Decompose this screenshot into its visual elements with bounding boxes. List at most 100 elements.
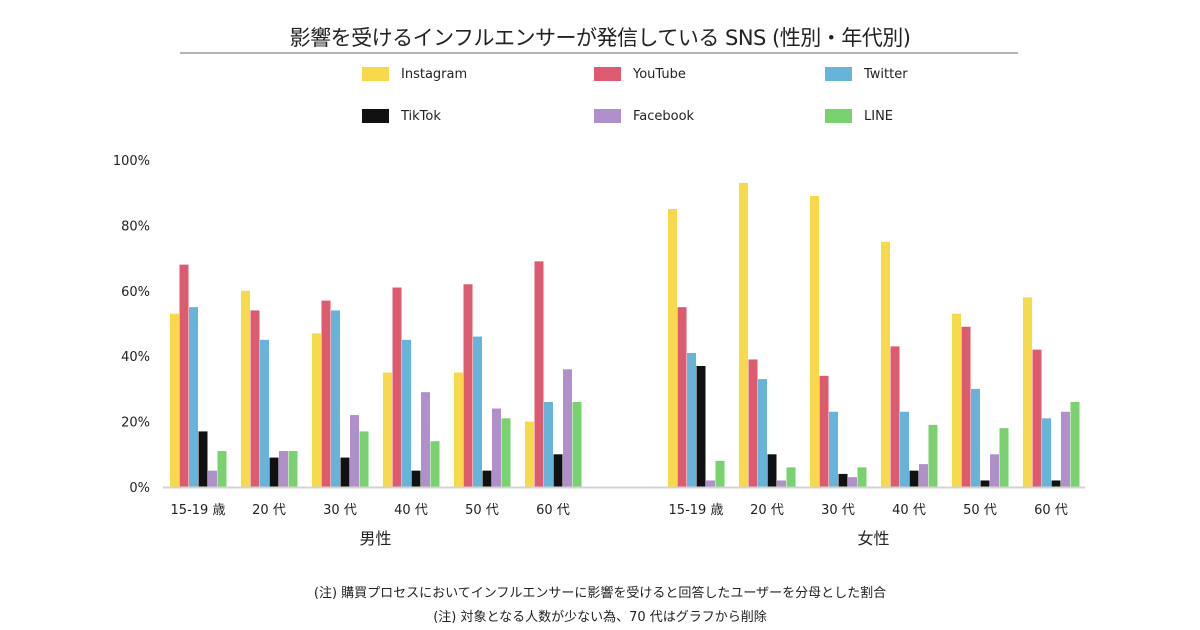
bar-instagram bbox=[525, 421, 534, 487]
bar-instagram bbox=[952, 313, 961, 487]
bar-twitter bbox=[402, 339, 411, 487]
bar-instagram bbox=[668, 209, 677, 488]
bar-facebook bbox=[848, 477, 857, 487]
bar-twitter bbox=[1042, 418, 1051, 487]
bar-facebook bbox=[1061, 411, 1070, 487]
title-divider bbox=[180, 52, 1018, 54]
bar-facebook bbox=[777, 480, 786, 487]
legend-label-tiktok: TikTok bbox=[401, 108, 441, 124]
legend-item-twitter: Twitter bbox=[825, 64, 908, 84]
legend-swatch-line bbox=[825, 109, 852, 123]
bar-instagram bbox=[1023, 297, 1032, 487]
footnote-1: (注) 購買プロセスにおいてインフルエンサーに影響を受けると回答したユーザーを分… bbox=[313, 586, 887, 601]
bar-youtube bbox=[463, 284, 473, 487]
bar-facebook bbox=[990, 454, 999, 487]
bar-instagram bbox=[241, 290, 250, 487]
bar-line bbox=[786, 467, 796, 487]
group-label: 男性 bbox=[359, 529, 391, 548]
bar-twitter bbox=[829, 411, 838, 487]
bar-line bbox=[430, 441, 440, 487]
bar-twitter bbox=[473, 336, 482, 487]
bar-youtube bbox=[321, 300, 331, 487]
bar-facebook bbox=[279, 451, 288, 487]
bar-twitter bbox=[544, 401, 553, 487]
bar-tiktok bbox=[767, 454, 777, 487]
bar-twitter bbox=[900, 411, 909, 487]
x-axis-labels: 15-19 歳 20 代 30 代 40 代 50 代 60 代男性 15-19 歳 20 代… bbox=[171, 503, 1068, 548]
bar-line bbox=[288, 451, 298, 487]
bar-line bbox=[928, 424, 938, 487]
bar-tiktok bbox=[198, 431, 208, 487]
x-tick-label: 15-19 歳 bbox=[669, 503, 724, 518]
legend-swatch-facebook bbox=[594, 109, 621, 123]
legend-label-instagram: Instagram bbox=[401, 66, 468, 82]
bar-youtube bbox=[250, 310, 260, 487]
x-tick-label: 15-19 歳 bbox=[171, 503, 226, 518]
bar-instagram bbox=[739, 182, 748, 487]
bar-tiktok bbox=[269, 457, 279, 487]
bar-instagram bbox=[810, 195, 819, 487]
bar-tiktok bbox=[553, 454, 563, 487]
bar-facebook bbox=[208, 470, 217, 487]
bar-facebook bbox=[706, 480, 715, 487]
legend-label-twitter: Twitter bbox=[864, 66, 908, 82]
bar-instagram bbox=[881, 241, 890, 487]
footnote-2: (注) 対象となる人数が少ない為、70 代はグラフから削除 bbox=[433, 610, 767, 625]
y-tick-label: 80% bbox=[121, 219, 150, 234]
bar-line bbox=[857, 467, 867, 487]
legend-item-tiktok: TikTok bbox=[362, 106, 441, 126]
bar-twitter bbox=[189, 307, 198, 487]
bar-tiktok bbox=[696, 366, 706, 487]
legend-item-line: LINE bbox=[825, 106, 893, 126]
y-tick-label: 20% bbox=[121, 416, 150, 431]
bar-twitter bbox=[758, 379, 767, 487]
bar-line bbox=[501, 418, 511, 487]
bar-tiktok bbox=[1051, 480, 1061, 487]
x-tick-label: 30 代 bbox=[323, 503, 357, 518]
bar-youtube bbox=[1032, 349, 1042, 487]
y-tick-label: 60% bbox=[121, 285, 150, 300]
legend-swatch-tiktok bbox=[362, 109, 389, 123]
bar-line bbox=[572, 401, 582, 487]
legend-item-facebook: Facebook bbox=[594, 106, 694, 126]
bar-line bbox=[217, 451, 227, 487]
bar-twitter bbox=[687, 352, 696, 487]
bar-line bbox=[359, 431, 369, 487]
x-tick-label: 40 代 bbox=[892, 503, 926, 518]
x-tick-label: 50 代 bbox=[963, 503, 997, 518]
x-tick-label: 40 代 bbox=[394, 503, 428, 518]
bar-instagram bbox=[454, 372, 463, 487]
bar-youtube bbox=[677, 307, 687, 487]
bar-youtube bbox=[534, 261, 544, 487]
legend-label-youtube: YouTube bbox=[633, 66, 686, 82]
y-tick-label: 40% bbox=[121, 350, 150, 365]
bar-youtube bbox=[179, 264, 189, 487]
legend-item-instagram: Instagram bbox=[362, 64, 467, 84]
bar-instagram bbox=[170, 313, 179, 487]
legend-swatch-youtube bbox=[594, 67, 621, 81]
x-tick-label: 30 代 bbox=[821, 503, 855, 518]
bar-line bbox=[999, 428, 1009, 487]
bar-instagram bbox=[383, 372, 392, 487]
bar-youtube bbox=[392, 287, 402, 487]
legend-label-line: LINE bbox=[864, 108, 894, 124]
bars bbox=[170, 182, 1080, 488]
x-tick-label: 60 代 bbox=[536, 503, 570, 518]
x-tick-label: 20 代 bbox=[750, 503, 784, 518]
bar-youtube bbox=[819, 375, 829, 487]
bar-line bbox=[1070, 401, 1080, 487]
group-label: 女性 bbox=[857, 529, 889, 548]
bar-twitter bbox=[971, 388, 980, 487]
bar-tiktok bbox=[482, 470, 492, 487]
y-tick-label: 100% bbox=[113, 154, 150, 169]
y-tick-label: 0% bbox=[129, 481, 150, 496]
bar-tiktok bbox=[838, 473, 848, 487]
bar-tiktok bbox=[411, 470, 421, 487]
bar-facebook bbox=[421, 392, 430, 487]
chart-title: 影響を受けるインフルエンサーが発信している SNS (性別・年代別) bbox=[289, 26, 911, 50]
bar-instagram bbox=[312, 333, 321, 487]
bar-tiktok bbox=[340, 457, 350, 487]
legend-swatch-twitter bbox=[825, 67, 852, 81]
bar-youtube bbox=[890, 346, 900, 487]
